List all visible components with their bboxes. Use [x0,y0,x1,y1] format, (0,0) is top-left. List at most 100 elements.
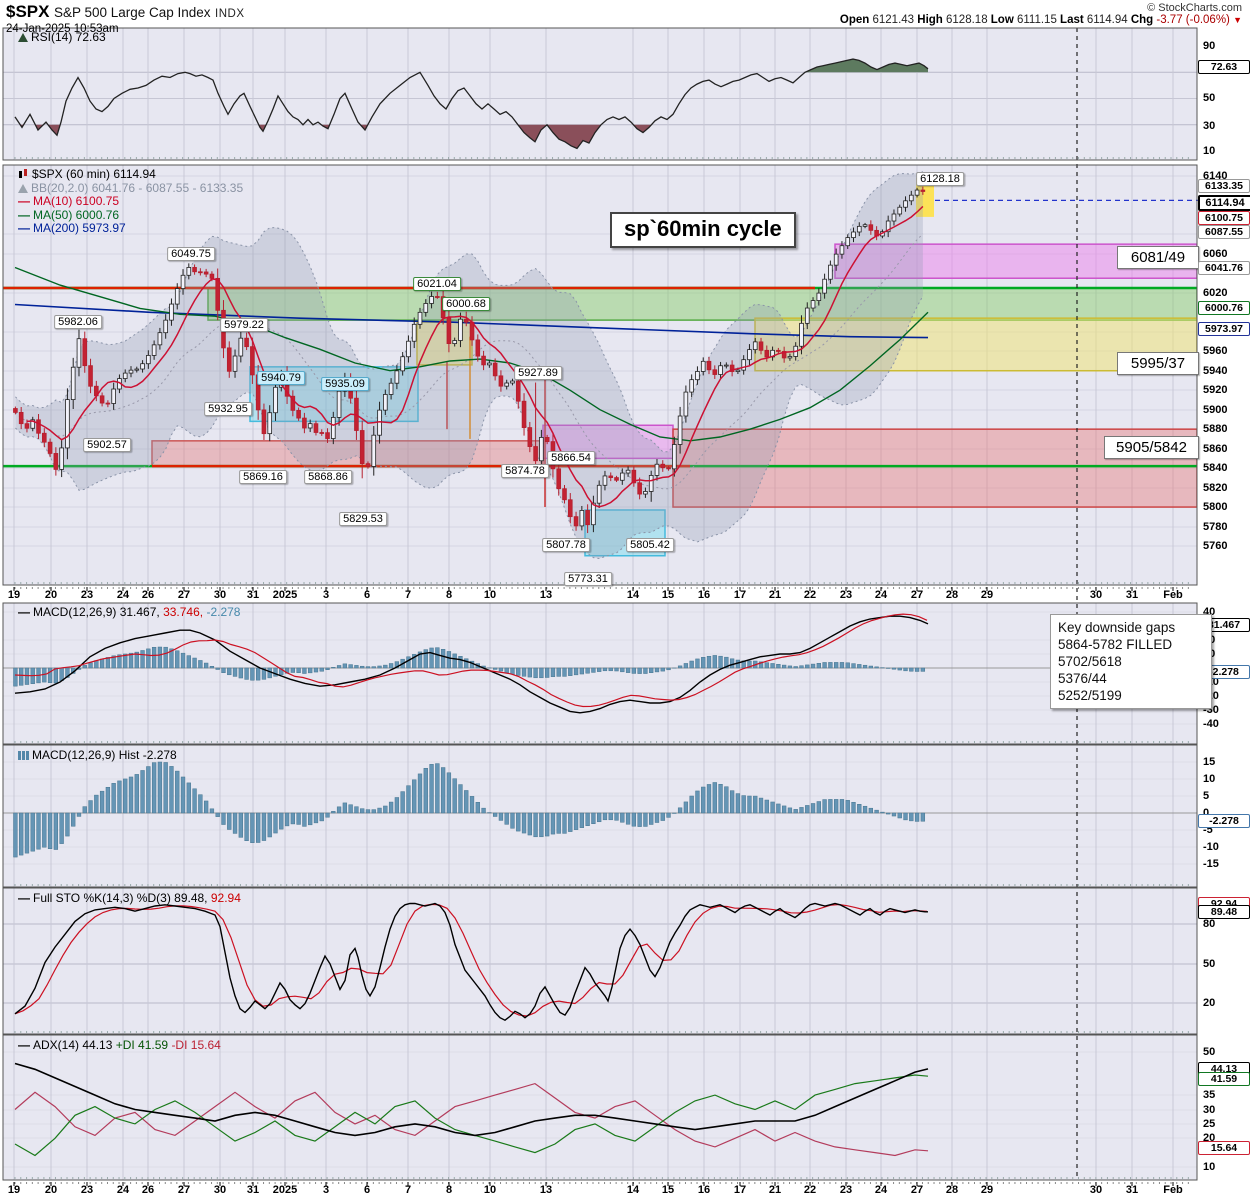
price-annotation: 5866.54 [547,451,595,465]
price-axis-tick: 6020 [1203,287,1228,299]
date-label: 26 [141,589,155,601]
price-annotation: 5868.86 [304,470,352,484]
bottom-date-label: 30 [213,1184,227,1196]
quote-chg-value: -3.77 (-0.06%) [1156,14,1234,26]
macd-legend: — MACD(12,26,9) 31.467, 33.746, -2.278 [18,605,241,620]
price-axis-tick: 5780 [1203,521,1228,533]
rsi-axis-tick: 30 [1203,120,1216,132]
quote-open-label: Open [839,14,873,26]
axis-value-tag: 6087.55 [1198,225,1250,239]
bottom-date-label: 10 [483,1184,497,1196]
quote-last-label: Last [1060,14,1087,26]
stockcharts-copyright: © StockCharts.com [1147,2,1242,14]
date-label: 29 [980,589,994,601]
date-label: 24 [116,589,130,601]
bottom-date-label: 24 [874,1184,888,1196]
bottom-date-label: 17 [733,1184,747,1196]
quote-open-value: 6121.43 [872,14,918,26]
bottom-date-label: 28 [945,1184,959,1196]
chart-header: $SPX S&P 500 Large Cap Index INDX 24-Jan… [6,2,245,35]
quote-high-value: 6128.18 [946,14,991,26]
hist-axis-tick: -15 [1203,858,1219,870]
price-annotation: 6128.18 [916,172,964,186]
price-annotation: 5773.31 [564,572,612,586]
price-legend-text: BB(20,2.0) 6041.76 - 6087.55 - 6133.35 [31,180,244,195]
bottom-date-label: 2025 [272,1184,298,1196]
exchange-label: INDX [215,8,245,20]
line-swatch-icon: — [18,891,30,905]
date-label: 27 [910,589,924,601]
date-label: 13 [539,589,553,601]
bars-icon [18,751,29,760]
bottom-date-label: 29 [980,1184,994,1196]
quote-high-label: High [917,14,947,26]
price-axis-tick: 6060 [1203,248,1228,260]
hist-axis-tick: 15 [1203,756,1216,768]
macd-axis-tick: -40 [1203,718,1219,730]
price-annotation: 5902.57 [83,438,131,452]
bottom-date-label: 8 [445,1184,453,1196]
quote-low-label: Low [990,14,1017,26]
price-legend-text: MA(200) 5973.97 [33,221,126,235]
bottom-date-label: Feb [1163,1184,1183,1196]
price-annotation: 5932.95 [204,402,252,416]
gaps-note-line: 5252/5199 [1058,688,1122,703]
line-swatch-icon: — [18,1038,30,1052]
datetime-label: 24-Jan-2025 10:53am [6,23,119,35]
date-label: 6 [363,589,371,601]
axis-value-tag: 6041.76 [1198,261,1250,275]
axis-value-tag: 72.63 [1198,60,1250,74]
axis-value-tag: 6000.76 [1198,301,1250,315]
bottom-date-label: 22 [803,1184,817,1196]
date-label: 17 [733,589,747,601]
line-swatch-icon: — [18,221,30,235]
date-label: 10 [483,589,497,601]
macd-legend-text: -2.278 [203,605,241,619]
sto-legend-text: 92.94 [207,891,241,905]
date-label: 14 [626,589,640,601]
stochastics-legend: — Full STO %K(14,3) %D(3) 89.48, 92.94 [18,891,241,906]
adx-axis-tick: 35 [1203,1089,1216,1101]
bottom-date-label: 6 [363,1184,371,1196]
adx-legend-text: -DI 15.64 [171,1038,221,1052]
axis-value-tag: 5973.97 [1198,322,1250,336]
price-legend-text: $SPX (60 min) 6114.94 [32,167,156,181]
ohlc-quote-line: Open 6121.43 High 6128.18 Low 6111.15 La… [840,14,1242,26]
bottom-date-label: 21 [768,1184,782,1196]
date-label: 15 [661,589,675,601]
axis-value-tag: 41.59 [1198,1072,1250,1086]
axis-value-tag: -2.278 [1198,814,1250,828]
axis-value-tag: 6100.75 [1198,211,1250,225]
price-axis-tick: 5760 [1203,540,1228,552]
rsi-axis-tick: 90 [1203,40,1216,52]
price-annotation: 5979.22 [220,318,268,332]
bottom-date-label: 20 [44,1184,58,1196]
date-label: 28 [945,589,959,601]
price-axis-tick: 5940 [1203,365,1228,377]
axis-value-tag: 6133.35 [1198,179,1250,193]
date-label: 2025 [272,589,298,601]
date-label: 22 [803,589,817,601]
bottom-date-label: 31 [1125,1184,1139,1196]
line-swatch-icon: — [18,605,30,619]
line-swatch-icon: — [18,194,30,208]
price-annotation: 5927.89 [514,366,562,380]
bottom-date-label: 3 [322,1184,330,1196]
date-label: 31 [246,589,260,601]
index-name-label: S&P 500 Large Cap Index [53,5,211,20]
adx-axis-tick: 10 [1203,1161,1216,1173]
adx-axis-tick: 30 [1203,1104,1216,1116]
price-legend: $SPX (60 min) 6114.94 BB(20,2.0) 6041.76 … [18,167,244,236]
macd-hist-legend: MACD(12,26,9) Hist -2.278 [18,748,177,763]
axis-value-tag: 15.64 [1198,1141,1250,1155]
key-gaps-note-box: Key downside gaps 5864-5782 FILLED 5702/… [1050,614,1212,709]
price-annotation: 5874.78 [501,464,549,478]
zone-target-label: 5995/37 [1117,352,1199,375]
adx-axis-tick: 25 [1203,1118,1216,1130]
gaps-note-line: 5864-5782 FILLED [1058,637,1173,652]
hist-axis-tick: 10 [1203,773,1216,785]
price-axis-tick: 5800 [1203,501,1228,513]
adx-legend-text: ADX(14) 44.13 [33,1038,116,1052]
adx-legend-text: +DI 41.59 [115,1038,172,1052]
